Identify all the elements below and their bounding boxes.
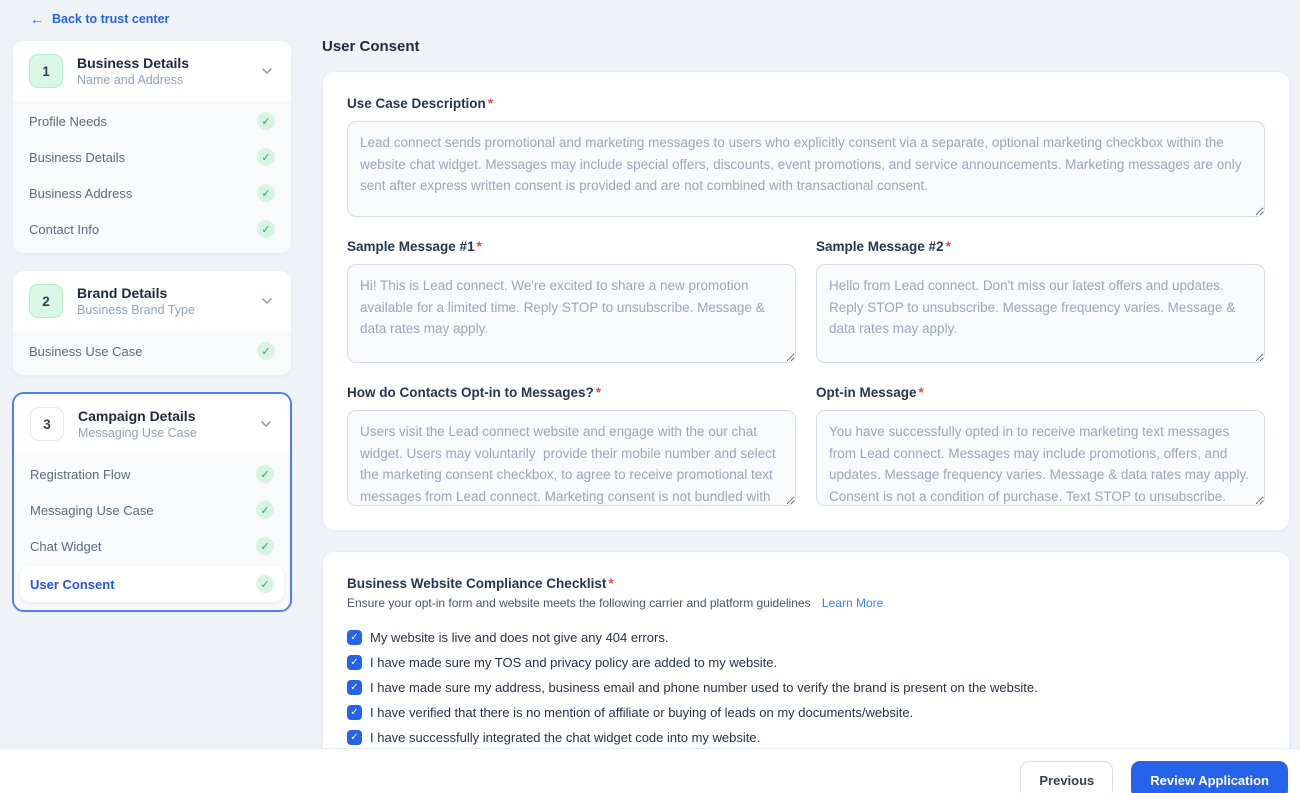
checklist-item-website-live[interactable]: ✓ My website is live and does not give a… (347, 630, 1265, 645)
sample-message-1-textarea[interactable] (347, 264, 796, 363)
section-items: Profile Needs ✓ Business Details ✓ Busin… (13, 101, 291, 253)
required-asterisk: * (595, 385, 602, 400)
sidebar-item-profile-needs[interactable]: Profile Needs ✓ (13, 103, 291, 139)
sidebar-item-messaging-use-case[interactable]: Messaging Use Case ✓ (14, 492, 290, 528)
section-title: Brand Details (77, 285, 168, 301)
sidebar-item-business-details[interactable]: Business Details ✓ (13, 139, 291, 175)
section-header-brand-details[interactable]: 2 Brand Details Business Brand Type (13, 271, 291, 331)
section-subtitle: Messaging Use Case (78, 426, 197, 440)
use-case-description-textarea[interactable] (347, 121, 1265, 217)
checklist-item-address-email-phone[interactable]: ✓ I have made sure my address, business … (347, 680, 1265, 695)
check-circle-icon: ✓ (257, 342, 275, 360)
optin-how-label: How do Contacts Opt-in to Messages? * (347, 385, 602, 400)
section-header-campaign-details[interactable]: 3 Campaign Details Messaging Use Case (14, 394, 290, 454)
sidebar-item-business-use-case[interactable]: Business Use Case ✓ (13, 333, 291, 369)
step-number-badge: 1 (29, 54, 63, 88)
sidebar-item-chat-widget[interactable]: Chat Widget ✓ (14, 528, 290, 564)
section-title: Business Details (77, 55, 190, 71)
section-subtitle: Business Brand Type (77, 303, 195, 317)
checklist-item-label: I have made sure my address, business em… (370, 680, 1038, 695)
section-title: Campaign Details (78, 408, 196, 424)
footer-action-bar: Previous Review Application (0, 748, 1300, 793)
sidebar-item-label: Business Use Case (29, 343, 143, 359)
checkbox-checked-icon[interactable]: ✓ (347, 655, 362, 670)
step-number-badge: 2 (29, 284, 63, 318)
sidebar-item-label: Business Details (29, 149, 126, 165)
stepper-sidebar: 1 Business Details Name and Address Prof… (12, 40, 292, 628)
checklist-item-tos-privacy[interactable]: ✓ I have made sure my TOS and privacy po… (347, 655, 1265, 670)
sidebar-section-brand-details: 2 Brand Details Business Brand Type Busi… (12, 270, 292, 376)
sidebar-section-campaign-details: 3 Campaign Details Messaging Use Case Re… (12, 392, 292, 612)
sample-message-2-textarea[interactable] (816, 264, 1265, 363)
section-items: Business Use Case ✓ (13, 331, 291, 375)
use-case-description-label: Use Case Description * (347, 96, 494, 111)
check-circle-icon: ✓ (256, 501, 274, 519)
sidebar-item-label: Profile Needs (29, 113, 108, 129)
sidebar-item-contact-info[interactable]: Contact Info ✓ (13, 211, 291, 247)
required-asterisk: * (476, 239, 482, 254)
sidebar-item-label: User Consent (30, 576, 115, 592)
checklist-title: Business Website Compliance Checklist * (347, 576, 614, 591)
compliance-checklist-panel: Business Website Compliance Checklist * E… (322, 551, 1290, 770)
check-circle-icon: ✓ (257, 112, 275, 130)
section-header-business-details[interactable]: 1 Business Details Name and Address (13, 41, 291, 101)
sample-message-2-label: Sample Message #2 * (816, 239, 951, 254)
check-circle-icon: ✓ (256, 537, 274, 555)
chevron-down-icon[interactable] (259, 63, 275, 79)
checkbox-checked-icon[interactable]: ✓ (347, 630, 362, 645)
required-asterisk: * (608, 576, 614, 591)
sidebar-item-label: Registration Flow (30, 466, 131, 482)
checklist-item-label: I have made sure my TOS and privacy poli… (370, 655, 778, 670)
step-number-badge: 3 (30, 407, 64, 441)
sidebar-item-label: Messaging Use Case (30, 502, 154, 518)
sample-message-2-field: Sample Message #2 * (816, 239, 1265, 363)
checklist-description: Ensure your opt-in form and website meet… (347, 596, 884, 610)
optin-how-textarea[interactable] (347, 410, 796, 506)
check-circle-icon: ✓ (256, 575, 274, 593)
checklist-item-label: I have successfully integrated the chat … (370, 730, 761, 745)
checklist-item-label: My website is live and does not give any… (370, 630, 669, 645)
main-content: User Consent Use Case Description* Sampl… (322, 38, 1290, 790)
sidebar-item-label: Chat Widget (30, 538, 102, 554)
sidebar-section-business-details: 1 Business Details Name and Address Prof… (12, 40, 292, 254)
check-circle-icon: ✓ (257, 184, 275, 202)
user-consent-form-panel: Use Case Description* Sample Message #1*… (322, 71, 1290, 531)
sidebar-item-label: Contact Info (29, 221, 100, 237)
learn-more-link[interactable]: Learn More (821, 596, 884, 610)
sidebar-item-business-address[interactable]: Business Address ✓ (13, 175, 291, 211)
sample-message-1-label: Sample Message #1 * (347, 239, 482, 254)
sidebar-item-user-consent[interactable]: User Consent ✓ (20, 566, 284, 602)
checklist-item-chat-widget-integrated[interactable]: ✓ I have successfully integrated the cha… (347, 730, 1265, 745)
sample-message-1-field: Sample Message #1 * (347, 239, 796, 363)
required-asterisk: * (487, 96, 494, 111)
page-title: User Consent (322, 38, 420, 55)
checklist-item-label: I have verified that there is no mention… (370, 705, 914, 720)
required-asterisk: * (918, 385, 924, 400)
sidebar-item-label: Business Address (29, 185, 133, 201)
checklist-items: ✓ My website is live and does not give a… (347, 630, 1265, 745)
checkbox-checked-icon[interactable]: ✓ (347, 705, 362, 720)
previous-button[interactable]: Previous (1020, 761, 1114, 793)
back-to-trust-center-link[interactable]: ← Back to trust center (30, 12, 169, 26)
review-application-button[interactable]: Review Application (1131, 761, 1288, 793)
section-items: Registration Flow ✓ Messaging Use Case ✓… (14, 454, 290, 610)
check-circle-icon: ✓ (257, 148, 275, 166)
chevron-down-icon[interactable] (259, 293, 275, 309)
required-asterisk: * (945, 239, 951, 254)
optin-message-textarea[interactable] (816, 410, 1265, 506)
sidebar-item-registration-flow[interactable]: Registration Flow ✓ (14, 456, 290, 492)
optin-how-field: How do Contacts Opt-in to Messages? * (347, 385, 796, 506)
optin-message-label: Opt-in Message * (816, 385, 924, 400)
section-subtitle: Name and Address (77, 73, 184, 87)
check-circle-icon: ✓ (257, 220, 275, 238)
check-circle-icon: ✓ (256, 465, 274, 483)
checkbox-checked-icon[interactable]: ✓ (347, 730, 362, 745)
checkbox-checked-icon[interactable]: ✓ (347, 680, 362, 695)
chevron-down-icon[interactable] (258, 416, 274, 432)
optin-message-field: Opt-in Message * (816, 385, 1265, 506)
arrow-left-icon: ← (30, 11, 44, 27)
checklist-item-no-affiliate[interactable]: ✓ I have verified that there is no menti… (347, 705, 1265, 720)
back-link-label: Back to trust center (52, 12, 170, 26)
